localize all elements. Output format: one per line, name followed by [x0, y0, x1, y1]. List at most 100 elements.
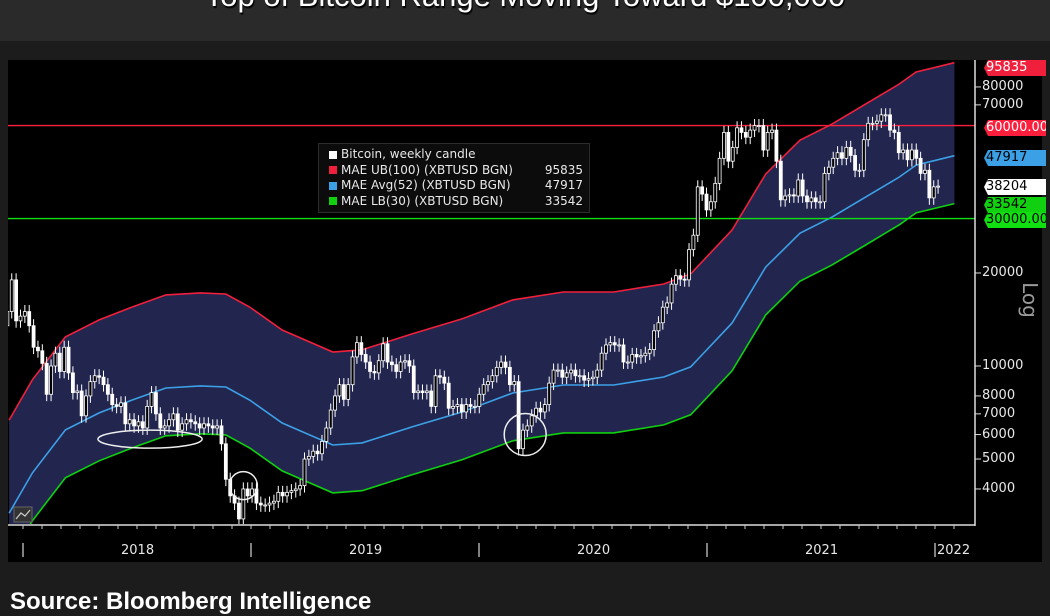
candle [494, 360, 499, 383]
plot-area [8, 61, 975, 524]
title-bar: Top of Bitcoin Range Moving Toward $100,… [0, 0, 1050, 41]
candle-body [783, 195, 788, 201]
candle-body [394, 364, 399, 372]
candle-body [595, 369, 600, 378]
candle-body [359, 342, 364, 355]
candle-body [573, 369, 578, 377]
chart-type-icon[interactable] [13, 506, 33, 523]
candle-body [263, 504, 268, 507]
candle [210, 419, 215, 435]
candle [735, 121, 739, 155]
candle-body [813, 197, 818, 203]
candle [92, 369, 97, 389]
candle-body [31, 325, 36, 348]
candle [800, 173, 805, 203]
candle [473, 399, 477, 414]
candle [870, 116, 875, 131]
candle [656, 316, 661, 338]
candle [695, 180, 700, 243]
candle-body [219, 425, 224, 445]
candle [918, 151, 923, 181]
candle [678, 269, 683, 287]
candle-body [258, 502, 263, 506]
candle-body [726, 132, 731, 162]
candle-body [245, 488, 250, 497]
candle [71, 366, 75, 400]
candle [931, 180, 936, 205]
candle-body [923, 169, 927, 174]
candle [560, 363, 565, 385]
candle-body [599, 352, 604, 371]
candle [411, 359, 416, 400]
candle [717, 151, 722, 191]
candle-body [136, 421, 141, 427]
candle [350, 350, 355, 392]
candle [459, 398, 464, 419]
candle [542, 398, 547, 419]
candle-body [512, 381, 517, 386]
candle-body [875, 120, 879, 124]
lower-band-line [29, 202, 955, 524]
candle [407, 354, 412, 373]
band-fill [9, 62, 955, 524]
candle [285, 485, 289, 503]
candle-body [879, 114, 884, 122]
candle [346, 378, 351, 407]
candle [424, 384, 429, 400]
candle-body [71, 372, 75, 394]
candle-body [84, 395, 88, 417]
candle-body [883, 114, 888, 117]
candle [512, 375, 517, 392]
price-value-badge: 38204 [984, 179, 1046, 195]
candle [53, 346, 58, 373]
candle [573, 363, 578, 383]
candle [320, 434, 324, 461]
candle-body [215, 425, 220, 429]
candle-body [481, 384, 486, 395]
candle-body [171, 413, 176, 421]
candle [608, 336, 613, 352]
candle-body [403, 360, 407, 363]
candle [202, 417, 206, 435]
candle-body [861, 139, 866, 171]
y-tick-label: 80000 [982, 78, 1024, 94]
x-tick-label: 2021 [805, 543, 839, 558]
candle [75, 384, 80, 400]
candle-body [88, 381, 93, 397]
candle [306, 449, 311, 466]
candle [372, 364, 377, 380]
candle [97, 369, 102, 385]
candle [110, 387, 115, 412]
candle [822, 166, 827, 209]
candle-body [223, 443, 228, 480]
candle-body [770, 129, 774, 133]
candle [149, 386, 154, 414]
candle [376, 354, 381, 380]
candle [748, 123, 753, 145]
candle [429, 384, 434, 414]
y-tick-label: 10000 [982, 358, 1024, 373]
candle-body [787, 194, 792, 197]
candle [704, 187, 709, 217]
candle-body [848, 146, 853, 156]
candle [105, 378, 110, 402]
candle [162, 419, 167, 435]
x-tick-label: 2019 [349, 543, 383, 558]
candle [529, 409, 534, 433]
legend-label: MAE UB(100) (XBTUSD BGN) [341, 162, 513, 177]
candle-body [652, 330, 656, 350]
candle-body [293, 488, 298, 492]
x-tick-label: 2022 [937, 543, 971, 558]
candle [403, 354, 407, 369]
bitcoin-chart [8, 60, 1042, 562]
candle-body [372, 371, 377, 374]
candle [446, 376, 451, 416]
candle [18, 309, 23, 328]
candle [276, 485, 281, 509]
legend-swatch [329, 150, 337, 159]
candle [57, 346, 62, 379]
candle-body [713, 182, 718, 203]
candle-body [57, 352, 62, 372]
candle-body [105, 384, 110, 395]
candle-body [22, 311, 27, 317]
